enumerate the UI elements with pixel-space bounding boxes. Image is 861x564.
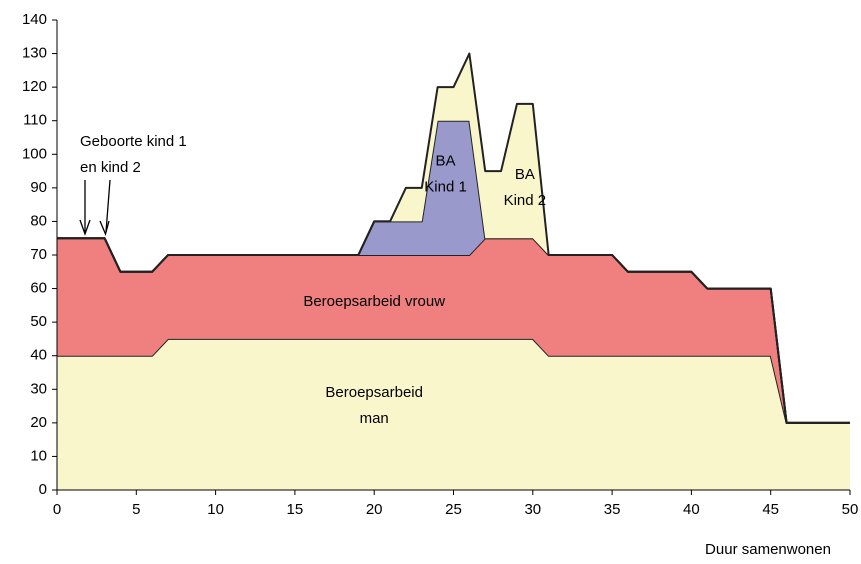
y-tick-label: 80	[30, 212, 47, 229]
y-tick-label: 100	[22, 145, 47, 162]
arrow-head	[99, 220, 110, 236]
area-label: Beroepsarbeid	[325, 384, 423, 401]
x-tick-label: 0	[53, 501, 61, 518]
area-label: man	[360, 410, 389, 427]
area-label: Kind 2	[504, 192, 547, 209]
plot-area	[57, 52, 850, 490]
y-tick-label: 30	[30, 380, 47, 397]
area-label: Beroepsarbeid vrouw	[303, 293, 445, 310]
y-tick-label: 50	[30, 313, 47, 330]
y-tick-label: 90	[30, 179, 47, 196]
area-label: Kind 1	[424, 178, 467, 195]
y-tick-label: 110	[23, 112, 47, 129]
arrow-head	[79, 219, 91, 236]
y-tick-label: 20	[30, 414, 47, 431]
x-tick-label: 25	[445, 501, 462, 518]
y-tick-label: 70	[30, 246, 47, 263]
y-tick-label: 40	[30, 347, 47, 364]
area-label: BA	[436, 152, 456, 169]
x-tick-label: 15	[287, 501, 304, 518]
y-tick-label: 10	[30, 447, 47, 464]
area	[57, 120, 850, 423]
annotation-line: en kind 2	[80, 159, 141, 176]
x-tick-label: 40	[683, 501, 700, 518]
y-tick-label: 130	[22, 45, 47, 62]
area-outline	[57, 52, 850, 424]
x-tick-label: 10	[207, 501, 224, 518]
x-tick-label: 45	[762, 501, 779, 518]
y-tick-label: 140	[22, 11, 47, 28]
arrows	[79, 179, 111, 236]
area	[57, 338, 850, 490]
x-tick-label: 50	[842, 501, 859, 518]
y-tick-label: 60	[30, 280, 47, 297]
x-tick-label: 35	[604, 501, 621, 518]
x-axis-label: Duur samenwonen	[705, 541, 831, 558]
y-tick-label: 120	[22, 78, 47, 95]
annotation-line: Geboorte kind 1	[80, 133, 187, 150]
area-label: BA	[515, 166, 535, 183]
x-tick-label: 20	[366, 501, 383, 518]
arrow	[105, 179, 111, 233]
y-tick-label: 0	[39, 481, 47, 498]
x-tick-label: 30	[524, 501, 541, 518]
area	[57, 238, 850, 423]
x-tick-label: 5	[132, 501, 140, 518]
